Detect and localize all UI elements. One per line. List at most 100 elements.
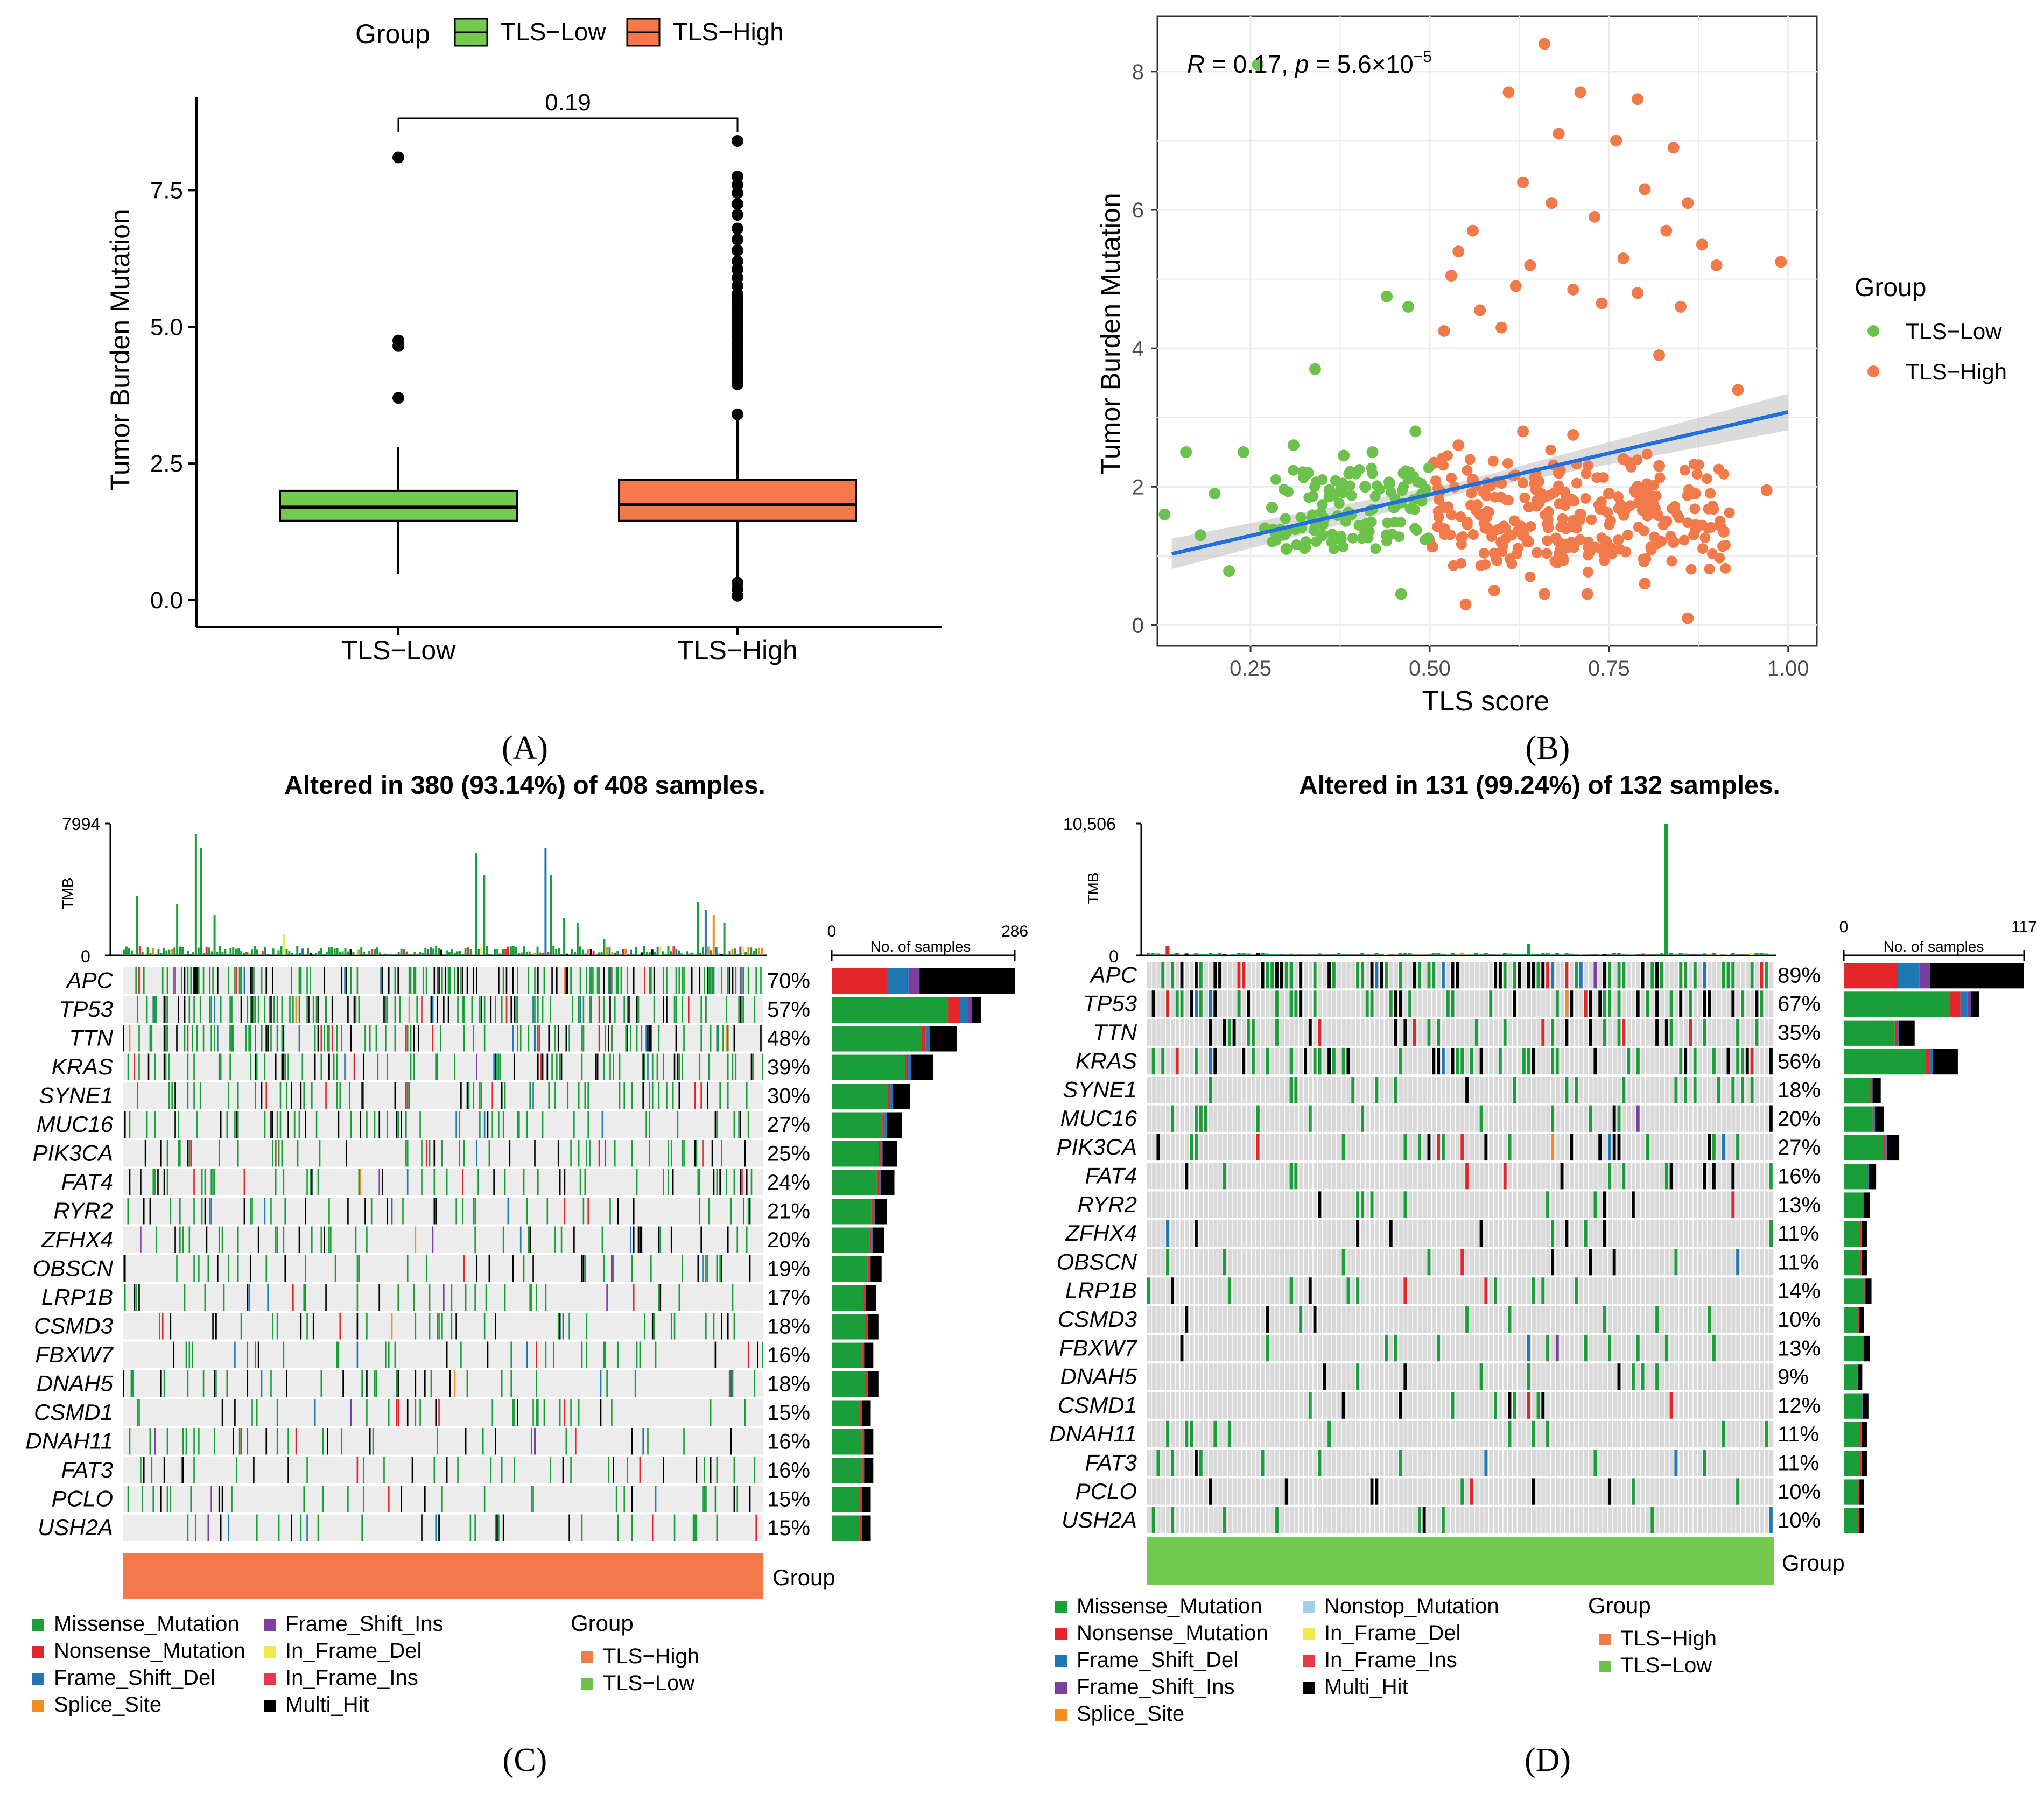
c-sample-bar-segment [880,1141,883,1167]
b-point-low [1370,543,1381,554]
d-mutation-cell [1546,1191,1549,1218]
c-sample-bar-segment [922,1026,926,1052]
c-mutation-cell [611,1399,613,1426]
c-mutation-cell [196,1111,198,1138]
c-mutation-cell [447,996,449,1023]
d-mutation-cell [1355,962,1359,989]
d-mutation-cell [1754,1019,1759,1046]
b-point-high [1701,473,1712,484]
c-mutation-cell [196,967,198,994]
d-mutation-cell [1541,962,1545,989]
d-mutation-cell [1754,990,1759,1017]
c-mutation-cell [705,1486,707,1512]
d-sample-bar-segment [1884,1135,1886,1161]
c-mutation-cell [581,1053,583,1080]
d-mutation-cell [1450,990,1455,1017]
c-mutation-cell [165,996,167,1023]
d-mutation-cell [1179,1334,1184,1362]
c-mutation-cell [441,1140,443,1167]
c-mutation-cell [639,1226,641,1253]
d-mutation-cell [1531,1277,1535,1304]
d-gene-label: FAT4 [1085,1163,1137,1188]
c-group-legend-swatch [581,1651,593,1663]
a-outlier [732,209,743,221]
c-mutation-cell [215,1370,217,1397]
d-sample-bar-segment [1864,1192,1870,1218]
c-mutation-cell [596,1053,599,1080]
c-mutation-cell [433,1140,436,1167]
c-group-legend-item: TLS−Low [603,1671,694,1695]
a-xtick-label: TLS−Low [341,635,456,665]
c-mutation-cell [283,1025,285,1052]
d-sample-bar-segment [1844,1508,1858,1533]
c-percent-label: 16% [767,1459,810,1482]
panel-c-oncoplot: Altered in 380 (93.14%) of 408 samples. … [25,771,1028,1716]
d-mutation-cell [1759,962,1764,989]
c-mutation-cell [495,1053,496,1080]
c-sample-bar-segment [929,1026,958,1052]
c-tmb-bar [712,915,715,955]
b-point-low [1408,471,1420,482]
d-tmb-bar [1237,953,1241,955]
d-tmb-bar [1241,953,1246,955]
d-tmb-bar [1341,954,1345,955]
c-mutation-cell [138,1025,140,1052]
c-mutation-cell [483,1025,486,1052]
c-gene-label: TTN [69,1025,113,1051]
d-mutation-cell [1593,1047,1597,1075]
d-legend-swatch [1303,1655,1315,1667]
c-mutation-cell [719,1082,721,1109]
d-mutation-cell [1393,1019,1397,1046]
d-mutation-cell [1550,962,1554,989]
c-mutation-cell [421,996,423,1023]
d-mutation-cell [1213,962,1217,989]
d-sample-bar-segment [1844,1049,1926,1075]
d-mutation-cell [1493,1277,1497,1304]
c-tmb-bar [264,947,266,955]
c-mutation-cell [138,1053,140,1080]
d-tmb-bar [1403,953,1407,955]
c-tmb-label: TMB [59,877,76,909]
d-mutation-cell [1479,1105,1483,1132]
c-mutation-cell [743,1198,744,1225]
c-mutation-cell [707,1255,708,1282]
c-mutation-cell [129,1111,131,1138]
a-outlier [732,171,743,183]
c-mutation-cell [738,1111,740,1138]
d-sample-bar-segment [1919,963,1930,989]
b-point-low [1270,474,1281,485]
c-mutation-cell [375,1025,377,1052]
c-mutation-cell [483,996,486,1023]
c-mutation-cell [188,996,191,1023]
c-mutation-cell [306,996,308,1023]
c-mutation-cell [279,1111,282,1138]
b-legend-swatch-high [1867,365,1879,377]
c-mutation-cell [154,1111,156,1138]
b-point-low [1311,536,1322,547]
d-mutation-cell [1322,1363,1326,1390]
c-mutation-cell [305,1198,306,1225]
d-mutation-cell [1312,962,1317,989]
b-point-low [1336,534,1347,545]
d-mutation-cell [1669,1019,1673,1046]
c-mutation-cell [623,1486,626,1512]
c-tmb-bar [349,949,352,955]
c-mutation-cell [446,1169,448,1195]
c-mutation-cell [702,1486,704,1512]
c-sample-bar-segment [832,1084,888,1109]
c-mutation-cell [170,1486,172,1512]
d-mutation-cell [1645,990,1649,1017]
d-mutation-cell [1427,1134,1431,1161]
c-mutation-cell [565,1428,567,1455]
a-outlier [732,280,743,292]
b-point-high [1666,555,1677,567]
c-tmb-bar [496,948,499,955]
d-mutation-cell [1593,1191,1597,1218]
d-mutation-cell [1237,962,1241,989]
c-mutation-cell [163,1457,165,1483]
c-mutation-cell [264,996,266,1023]
c-mutation-cell [255,1053,256,1080]
c-mutation-cell [700,1025,702,1052]
d-mutation-cell [1369,990,1374,1017]
d-mutation-cell [1403,1019,1407,1046]
